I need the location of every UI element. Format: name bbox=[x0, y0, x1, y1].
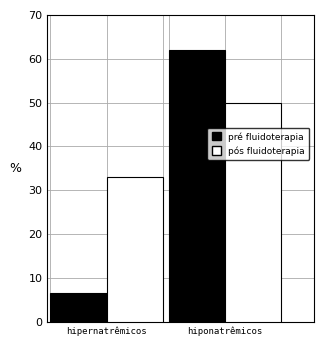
Y-axis label: %: % bbox=[9, 162, 21, 175]
Bar bbox=[225, 103, 281, 322]
Legend: pré fluidoterapia, pós fluidoterapia: pré fluidoterapia, pós fluidoterapia bbox=[207, 128, 309, 160]
Bar bbox=[107, 177, 163, 322]
Bar bbox=[50, 293, 107, 322]
Bar bbox=[169, 50, 225, 322]
